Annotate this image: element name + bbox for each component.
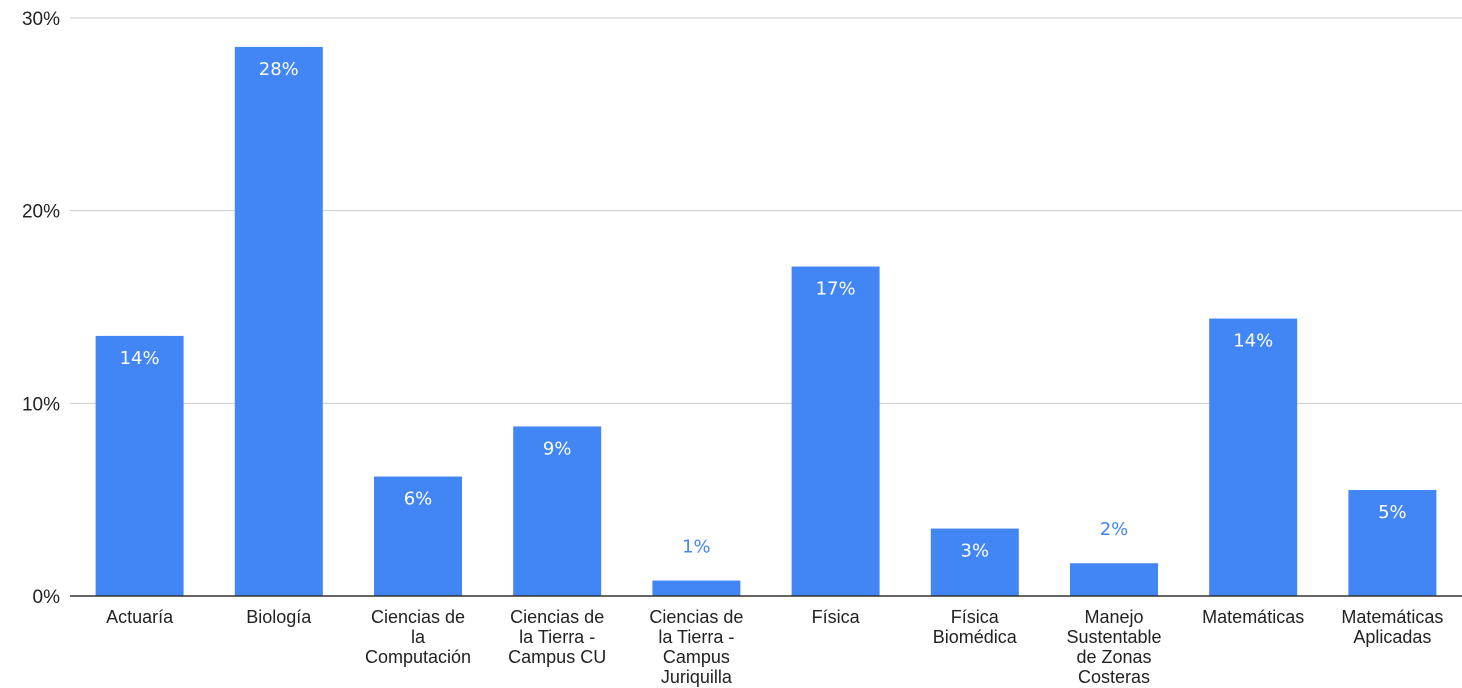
bar xyxy=(95,335,184,596)
y-axis-tick-labels: 0% 10% 20% 30% xyxy=(22,9,60,608)
x-category-label: Matemáticas xyxy=(1202,607,1304,627)
data-label: 6% xyxy=(404,489,433,510)
bar xyxy=(930,528,1019,596)
x-category-label: Física xyxy=(812,607,861,627)
x-category-label: Ciencias de la Tierra -Campus Juriquilla xyxy=(649,607,743,687)
bar xyxy=(652,580,741,596)
data-label: 9% xyxy=(543,438,572,459)
data-label: 14% xyxy=(1233,331,1273,352)
x-axis-category-labels: Actuaría Biología Ciencias de la Computación… xyxy=(106,607,1443,687)
bar xyxy=(791,266,880,596)
data-label: 5% xyxy=(1378,502,1407,523)
bar xyxy=(1070,563,1158,596)
bar xyxy=(1209,318,1298,596)
x-category-label: Biología xyxy=(246,607,312,627)
bar xyxy=(513,426,602,596)
y-tick-label: 20% xyxy=(22,202,60,223)
data-label: 1% xyxy=(682,537,711,558)
bar xyxy=(234,46,323,596)
x-category-label: Actuaría xyxy=(106,607,174,627)
data-label: 14% xyxy=(120,348,160,369)
x-category-label: Física Biomédica xyxy=(933,607,1018,647)
data-label: 2% xyxy=(1100,519,1129,540)
data-labels: 14% 28% 6% 9% 1% 17% 3% 2% 14% 5% xyxy=(120,59,1407,562)
bars xyxy=(95,46,1437,596)
x-category-label: Manejo Sustentable de Zonas Costeras xyxy=(1066,607,1161,687)
x-category-label: Ciencias de la Computación xyxy=(365,607,471,667)
data-label: 17% xyxy=(816,279,856,300)
data-label: 28% xyxy=(259,59,299,80)
y-tick-label: 0% xyxy=(33,587,61,608)
data-label: 3% xyxy=(961,541,990,562)
bar xyxy=(374,476,462,596)
bar xyxy=(1348,490,1437,596)
y-tick-label: 10% xyxy=(22,394,60,415)
y-tick-label: 30% xyxy=(22,9,60,30)
x-category-label: Matemáticas Aplicadas xyxy=(1341,607,1443,647)
x-category-label: Ciencias de la Tierra -Campus CU xyxy=(508,607,606,667)
